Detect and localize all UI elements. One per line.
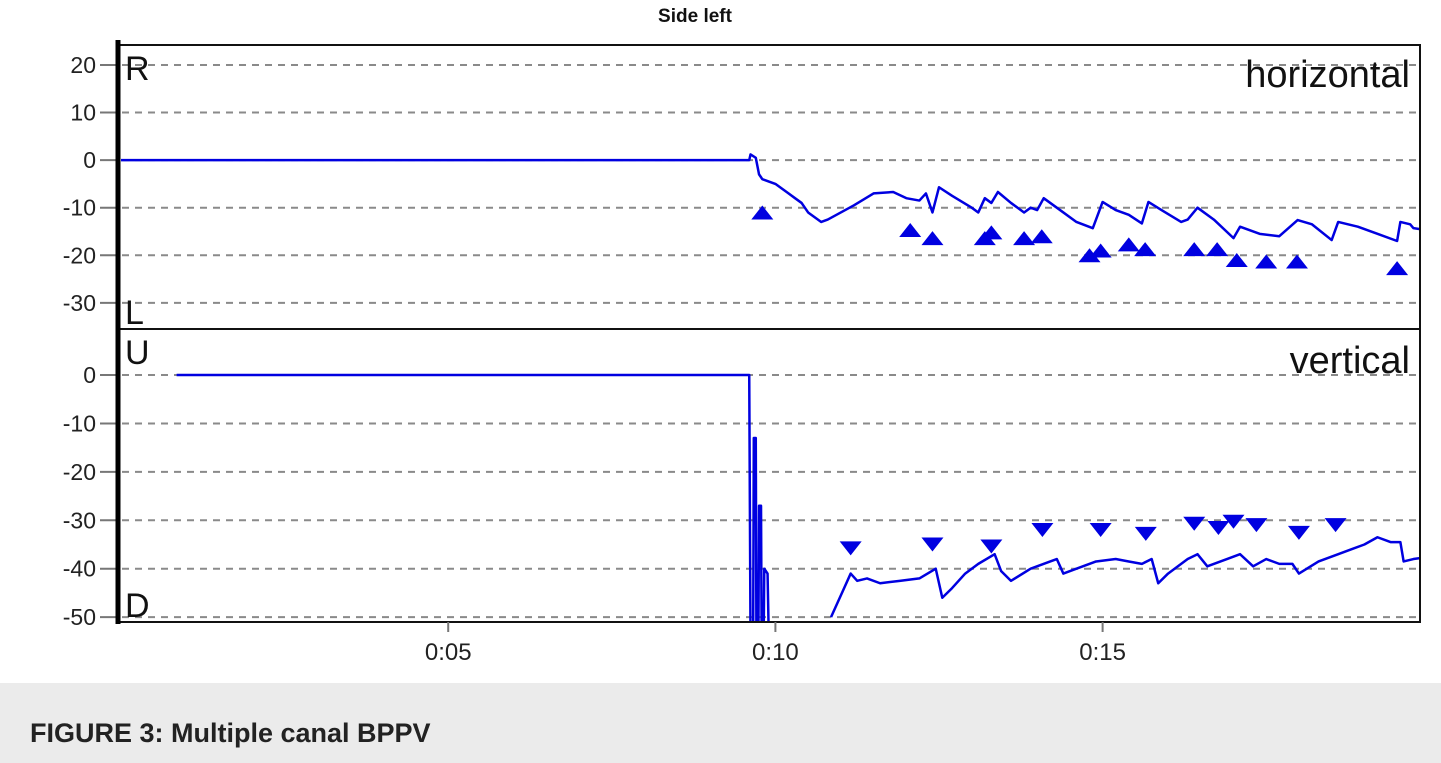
x-tick-label: 0:05 (425, 639, 472, 666)
y-tick-label: -10 (63, 410, 96, 436)
y-tick-label: -30 (63, 507, 96, 533)
marker-triangle-up (921, 231, 944, 246)
marker-triangle-up (1078, 248, 1101, 263)
y-tick-label: -20 (63, 242, 96, 268)
marker-triangle-up (1134, 242, 1157, 257)
panel-bottom-label: D (125, 587, 150, 625)
marker-triangle-down (1089, 522, 1112, 537)
y-tick-label: -20 (63, 459, 96, 485)
marker-triangle-up (1386, 261, 1409, 276)
marker-triangle-down (1207, 521, 1230, 536)
y-tick-label: 0 (83, 362, 96, 388)
marker-triangle-down (980, 539, 1003, 554)
chart-background (0, 0, 1441, 683)
y-tick-label: -50 (63, 604, 96, 630)
x-tick-label: 0:10 (752, 639, 799, 666)
series-line (829, 535, 1420, 618)
marker-triangle-up (1089, 243, 1112, 258)
marker-triangle-up (1225, 253, 1248, 268)
y-tick-label: -30 (63, 290, 96, 316)
marker-triangle-up (1255, 254, 1278, 269)
marker-triangle-up (899, 223, 922, 238)
y-tick-label: 0 (83, 147, 96, 173)
panel-top-label: R (125, 50, 150, 88)
caption-band: FIGURE 3: Multiple canal BPPV (0, 683, 1441, 763)
marker-triangle-up (751, 205, 774, 220)
series-line (176, 373, 770, 622)
y-tick-label: -10 (63, 195, 96, 221)
marker-triangle-up (1285, 254, 1308, 269)
marker-triangle-down (1031, 522, 1054, 537)
marker-triangle-down (1222, 514, 1245, 529)
y-tick-label: 10 (70, 100, 96, 126)
marker-triangle-up (1013, 231, 1036, 246)
panel-bottom-label: L (125, 294, 144, 332)
marker-triangle-up (980, 225, 1003, 240)
panel-name-label: vertical (1290, 340, 1410, 382)
marker-triangle-up (1183, 242, 1206, 257)
marker-triangle-down (1324, 518, 1347, 533)
series-group (176, 373, 1420, 622)
y-tick-label: -40 (63, 556, 96, 582)
marker-triangle-up (1030, 229, 1053, 244)
marker-triangle-down (921, 537, 944, 552)
marker-triangle-down (1134, 526, 1157, 541)
marker-triangle-up (1117, 237, 1140, 252)
panel-top-label: U (125, 334, 150, 372)
panel-name-label: horizontal (1245, 54, 1410, 96)
series-group (121, 153, 1420, 243)
y-tick-label: 20 (70, 52, 96, 78)
marker-triangle-down (1245, 518, 1268, 533)
chart-title: Side left (658, 6, 733, 27)
marker-triangle-down (839, 541, 862, 556)
marker-triangle-down (1287, 525, 1310, 540)
marker-triangle-up (1206, 242, 1229, 257)
series-line (121, 153, 1420, 243)
figure-caption: FIGURE 3: Multiple canal BPPV (30, 718, 431, 748)
marker-triangle-down (1183, 516, 1206, 531)
x-tick-label: 0:15 (1079, 639, 1126, 666)
